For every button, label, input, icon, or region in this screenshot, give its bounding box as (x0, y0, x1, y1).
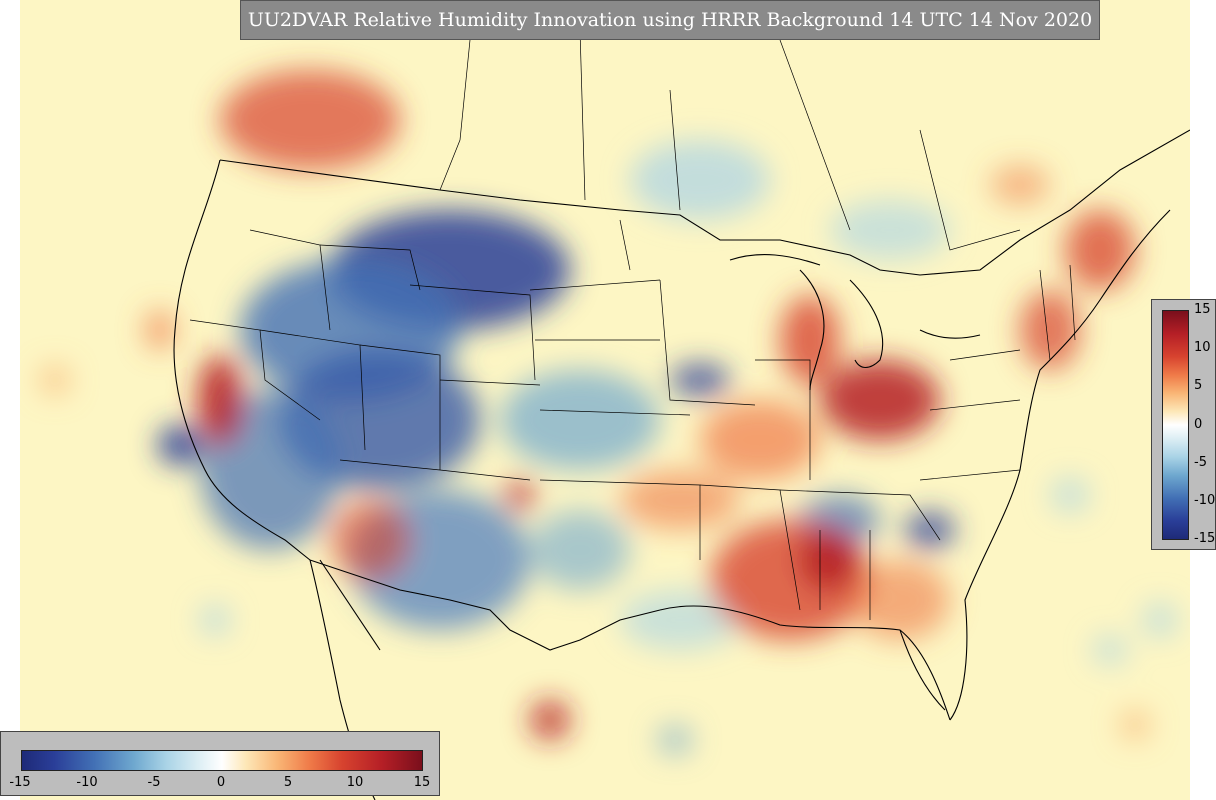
colorbar-horizontal-tick: 0 (216, 775, 226, 790)
colorbar-horizontal-tick: 10 (346, 775, 364, 790)
map-title: UU2DVAR Relative Humidity Innovation usi… (240, 0, 1100, 40)
colorbar-vertical-tick: 15 (1194, 302, 1211, 317)
colorbar-horizontal-tick: 15 (413, 775, 431, 790)
colorbar-vertical-tick: -10 (1194, 493, 1216, 508)
colorbar-horizontal-tick: 5 (283, 775, 293, 790)
colorbar-horizontal-tick: -10 (76, 775, 98, 790)
colorbar-vertical-ramp (1162, 310, 1189, 540)
state-lines (189, 29, 1076, 620)
humidity-innovation-map (20, 0, 1190, 800)
colorbar-horizontal-tick: -5 (147, 775, 161, 790)
colorbar-vertical-tick: -5 (1194, 455, 1207, 470)
colorbar-horizontal: -15 -10 -5 0 5 10 15 (0, 731, 440, 796)
colorbar-horizontal-ramp (21, 750, 423, 771)
colorbar-horizontal-tick: -15 (9, 775, 31, 790)
colorbar-vertical-tick: 0 (1194, 417, 1203, 432)
innovation-field (40, 70, 1178, 755)
colorbar-vertical: 15 10 5 0 -5 -10 -15 (1151, 299, 1216, 550)
colorbar-vertical-tick: 10 (1194, 340, 1211, 355)
colorbar-vertical-tick: 5 (1194, 378, 1203, 393)
colorbar-vertical-tick: -15 (1194, 531, 1216, 546)
